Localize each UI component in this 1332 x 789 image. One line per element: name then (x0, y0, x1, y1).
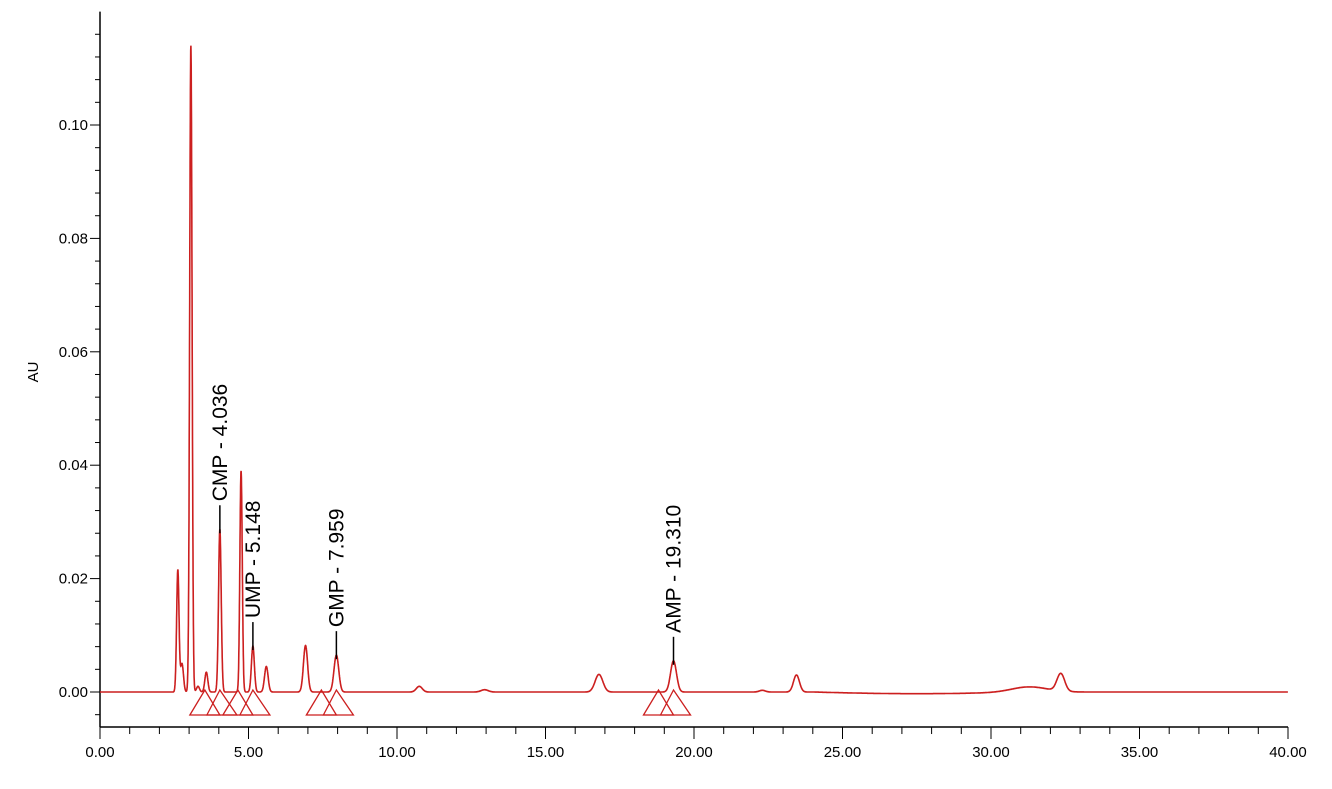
integration-marker (221, 688, 255, 716)
integration-marker (205, 688, 239, 716)
integration-marker (238, 688, 272, 716)
chromatogram-trace (100, 45, 1288, 695)
peak-label: CMP - 4.036 (209, 384, 232, 502)
y-axis-label: AU (25, 362, 42, 383)
y-tick-label: 0.00 (59, 684, 88, 701)
x-tick-label: 35.00 (1121, 744, 1159, 761)
x-tick-label: 30.00 (972, 744, 1010, 761)
integration-marker (322, 688, 355, 716)
x-tick-label: 40.00 (1269, 744, 1307, 761)
y-tick-label: 0.02 (59, 571, 88, 588)
x-tick-label: 25.00 (824, 744, 862, 761)
integration-marker (188, 688, 222, 716)
y-tick-label: 0.06 (59, 344, 88, 361)
peak-label: UMP - 5.148 (242, 501, 265, 619)
baseline-markers (188, 688, 692, 716)
x-tick-label: 0.00 (85, 744, 114, 761)
integration-marker (305, 688, 338, 716)
integration-marker (642, 688, 675, 716)
x-tick-label: 10.00 (378, 744, 416, 761)
x-tick-label: 15.00 (527, 744, 565, 761)
peak-label: GMP - 7.959 (325, 508, 348, 627)
y-tick-label: 0.08 (59, 230, 88, 247)
x-tick-label: 5.00 (234, 744, 263, 761)
y-tick-label: 0.10 (59, 117, 88, 134)
x-tick-label: 20.00 (675, 744, 713, 761)
peak-annotations: CMP - 4.036 UMP - 5.148 GMP - 7.959 AMP - 1… (209, 384, 686, 665)
peak-label: AMP - 19.310 (663, 505, 686, 633)
axes: 0.00 5.00 10.00 15.00 20.00 25.00 30.00 35.00 40… (59, 11, 1307, 761)
integration-marker (659, 688, 692, 716)
y-tick-label: 0.04 (59, 457, 88, 474)
